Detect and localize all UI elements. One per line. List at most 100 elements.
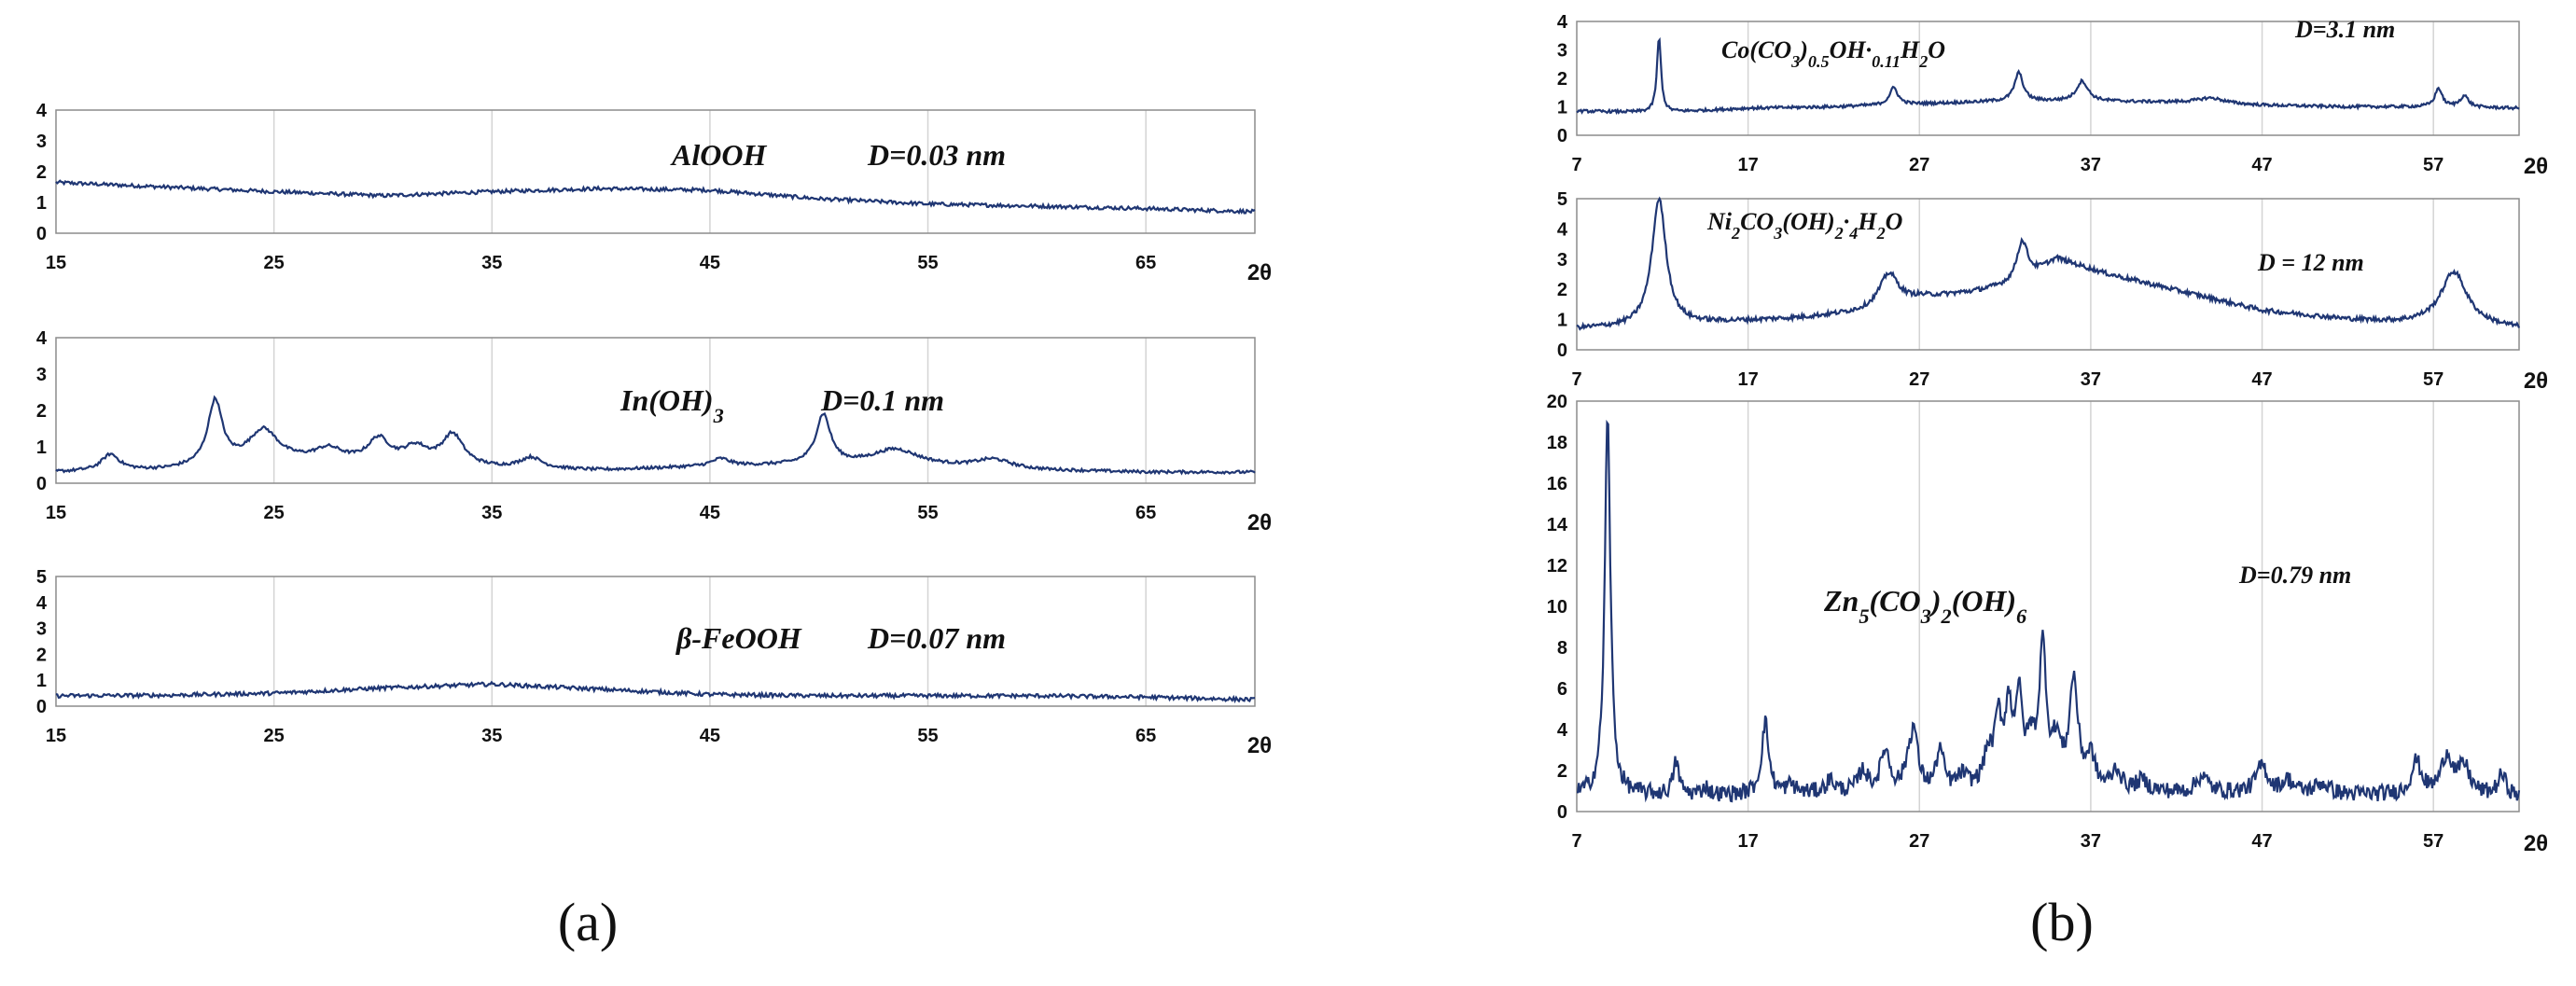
series-line [1577,419,2521,803]
y-tick-label: 0 [1557,126,1567,146]
series-line [55,395,1256,476]
panel-label-a: (a) [558,892,618,952]
y-tick-label: 6 [1557,679,1567,700]
x-axis-label: 2θ [2524,831,2548,856]
y-tick-label: 4 [1557,219,1568,240]
chart-title: β-FeOOH [675,621,802,655]
size-annotation: D=0.1 nm [820,383,944,417]
x-tick-label: 25 [264,503,285,523]
x-tick-label: 47 [2251,369,2272,390]
plot-frame [1576,198,2520,351]
y-tick-label: 0 [36,697,47,717]
x-tick-label: 17 [1738,831,1759,852]
y-tick-label: 4 [1557,720,1568,741]
y-tick-label: 2 [1557,280,1567,300]
y-tick-label: 4 [1557,12,1568,33]
plot-frame [55,576,1256,707]
x-tick-label: 15 [46,253,66,273]
chart-title: Ni2CO3(OH)2·4H2O [1706,208,1903,243]
y-tick-label: 2 [36,645,47,665]
chart-title: AlOOH [670,138,767,172]
y-tick-label: 3 [36,365,47,385]
x-tick-label: 37 [2081,831,2101,852]
x-tick-label: 15 [46,503,66,523]
x-axis-label: 2θ [2524,368,2548,394]
x-tick-label: 55 [917,503,938,523]
y-tick-label: 0 [36,224,47,244]
x-tick-label: 27 [1909,369,1929,390]
x-tick-label: 45 [700,253,720,273]
x-tick-label: 45 [700,726,720,746]
y-tick-label: 5 [36,567,47,588]
size-annotation: D=0.79 nm [2238,562,2351,589]
y-tick-label: 5 [1557,189,1567,210]
x-tick-label: 57 [2423,155,2444,175]
y-tick-label: 0 [1557,802,1567,823]
x-axis-label: 2θ [1247,510,1272,535]
y-tick-label: 2 [1557,69,1567,90]
x-tick-label: 25 [264,726,285,746]
x-tick-label: 65 [1135,503,1156,523]
y-tick-label: 12 [1547,556,1567,576]
plot-frame [1576,400,2520,812]
chart-title: Zn5(CO3)2(OH)6 [1823,584,2027,628]
x-tick-label: 35 [481,726,502,746]
y-tick-label: 1 [1557,98,1567,118]
x-tick-label: 27 [1909,831,1929,852]
y-tick-label: 1 [36,193,47,214]
y-tick-label: 20 [1547,392,1567,412]
y-tick-label: 2 [36,162,47,183]
y-tick-label: 14 [1547,515,1568,535]
y-tick-label: 2 [36,401,47,422]
y-tick-label: 4 [36,101,48,121]
x-tick-label: 57 [2423,831,2444,852]
size-annotation: D=3.1 nm [2294,16,2395,43]
y-tick-label: 0 [1557,340,1567,361]
plot-frame [1576,21,2520,136]
x-tick-label: 55 [917,253,938,273]
plot-frame [55,109,1256,234]
y-tick-label: 16 [1547,474,1567,494]
x-tick-label: 17 [1738,155,1759,175]
y-tick-label: 4 [36,328,48,349]
y-tick-label: 10 [1547,597,1567,618]
size-annotation: D=0.07 nm [867,621,1006,655]
chart-1: 0 1 2 3 4 15 25 35 45 55 65 2θ AlOOH D=0.03 nm [36,101,1272,285]
chart-6: 0 2 4 6 8 10 12 14 16 18 20 7 17 27 37 47 57 2θ Zn5(CO3)2(… [1547,392,2548,856]
y-tick-label: 3 [1557,41,1567,62]
y-tick-label: 3 [36,619,47,640]
x-tick-label: 65 [1135,253,1156,273]
x-tick-label: 25 [264,253,285,273]
x-axis-label: 2θ [1247,733,1272,758]
series-line [1576,196,2521,331]
series-line [1576,36,2520,116]
x-tick-label: 45 [700,503,720,523]
series-line [55,179,1256,215]
x-tick-label: 37 [2081,369,2101,390]
y-tick-label: 0 [36,474,47,494]
x-axis-label: 2θ [2524,154,2548,179]
x-tick-label: 35 [481,253,502,273]
chart-title: In(OH)3 [620,383,724,427]
y-tick-label: 3 [36,132,47,152]
y-tick-label: 4 [36,593,48,614]
x-tick-label: 17 [1738,369,1759,390]
chart-title: Co(CO3)0.5OH·0.11H2O [1721,36,1945,71]
y-tick-label: 1 [36,437,47,458]
x-tick-label: 7 [1571,155,1581,175]
y-tick-label: 2 [1557,761,1567,782]
x-tick-label: 35 [481,503,502,523]
size-annotation: D = 12 nm [2257,249,2364,276]
x-tick-label: 27 [1909,155,1929,175]
x-tick-label: 47 [2251,831,2272,852]
y-tick-label: 1 [36,671,47,691]
y-tick-label: 1 [1557,311,1567,331]
x-tick-label: 65 [1135,726,1156,746]
y-tick-label: 3 [1557,250,1567,271]
chart-2: 0 1 2 3 4 15 25 35 45 55 65 2θ In(OH)3 D=0.1 nm [36,328,1272,535]
x-tick-label: 7 [1571,369,1581,390]
